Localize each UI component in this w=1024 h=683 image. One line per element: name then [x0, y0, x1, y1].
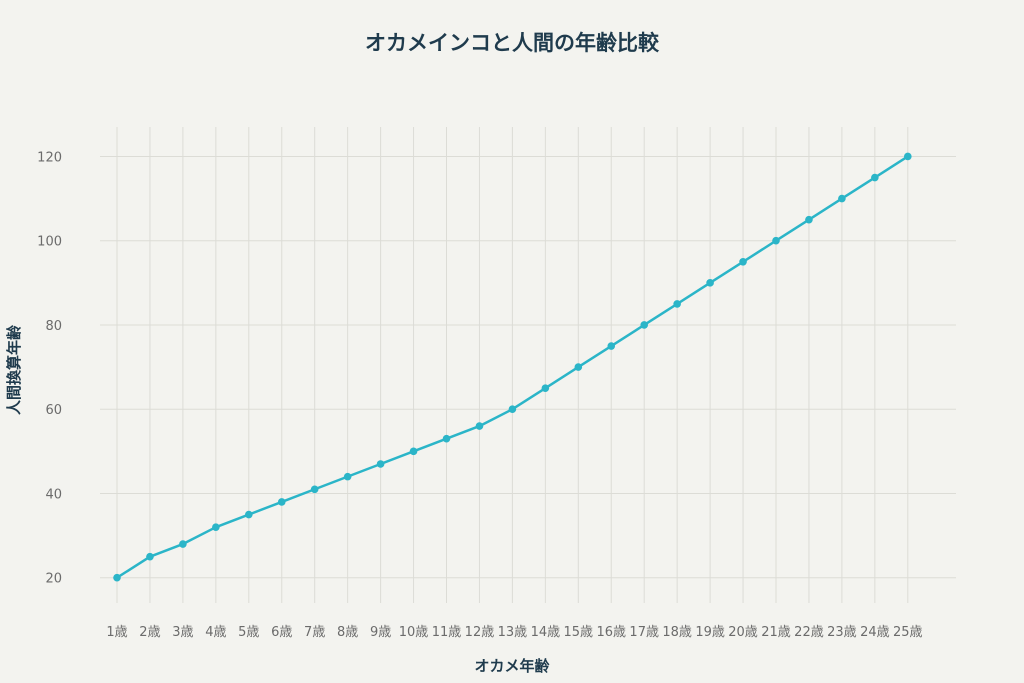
data-point[interactable] — [343, 472, 352, 481]
data-point[interactable] — [442, 434, 451, 443]
data-point[interactable] — [871, 173, 879, 182]
chart-title: オカメインコと人間の年齢比較 — [365, 31, 660, 55]
x-tick-label: 11歳 — [432, 625, 462, 640]
data-point[interactable] — [607, 342, 616, 350]
y-tick-label: 60 — [45, 403, 62, 418]
y-tick-label: 100 — [37, 235, 62, 250]
data-point[interactable] — [113, 573, 121, 582]
x-tick-label: 8歳 — [337, 625, 358, 640]
data-point[interactable] — [508, 405, 517, 414]
x-tick-label: 9歳 — [370, 625, 391, 640]
y-axis-ticks: 20 40 60 80 100 120 — [37, 150, 62, 586]
data-point[interactable] — [805, 215, 813, 224]
data-point[interactable] — [475, 422, 484, 430]
x-tick-label: 13歳 — [498, 625, 528, 640]
y-tick-label: 80 — [45, 319, 62, 334]
y-axis-title: 人間換算年齢 — [5, 324, 23, 415]
data-point[interactable] — [574, 363, 583, 371]
data-point[interactable] — [146, 552, 154, 561]
data-point[interactable] — [310, 485, 319, 494]
data-point[interactable] — [376, 460, 385, 468]
data-point[interactable] — [772, 236, 780, 245]
data-point[interactable] — [541, 384, 550, 392]
x-tick-label: 14歳 — [531, 625, 561, 640]
grid-lines — [100, 127, 956, 603]
x-tick-label: 21歳 — [761, 625, 791, 640]
x-tick-label: 15歳 — [564, 625, 594, 640]
data-point[interactable] — [179, 540, 187, 548]
series-layer — [113, 152, 912, 582]
data-point[interactable] — [245, 510, 253, 519]
y-tick-label: 40 — [45, 487, 62, 502]
x-tick-label: 18歳 — [662, 625, 692, 640]
x-tick-label: 2歳 — [139, 625, 160, 640]
x-tick-label: 4歳 — [205, 625, 226, 640]
data-point[interactable] — [640, 321, 648, 329]
data-point[interactable] — [409, 447, 418, 456]
x-tick-label: 19歳 — [695, 625, 725, 640]
data-point[interactable] — [904, 152, 912, 161]
x-tick-label: 6歳 — [271, 625, 292, 640]
x-axis-title: オカメ年齢 — [474, 657, 550, 675]
x-tick-label: 7歳 — [304, 625, 325, 640]
data-point[interactable] — [706, 279, 714, 287]
x-tick-label: 12歳 — [465, 625, 495, 640]
x-tick-label: 1歳 — [106, 625, 127, 640]
x-tick-label: 3歳 — [172, 625, 193, 640]
data-point[interactable] — [212, 523, 220, 531]
x-tick-label: 17歳 — [629, 625, 659, 640]
x-tick-label: 22歳 — [794, 625, 824, 640]
data-point[interactable] — [838, 194, 846, 203]
x-tick-label: 5歳 — [238, 625, 259, 640]
x-tick-label: 23歳 — [827, 625, 857, 640]
data-point[interactable] — [277, 498, 286, 506]
x-tick-label: 24歳 — [860, 625, 890, 640]
x-axis-ticks: 1歳 2歳 3歳 4歳 5歳 6歳 7歳 8歳 9歳 10歳 11歳 12歳 13歳 14歳 15歳 16歳 1… — [106, 625, 922, 640]
data-point[interactable] — [739, 257, 747, 266]
x-tick-label: 20歳 — [728, 625, 758, 640]
y-tick-label: 20 — [45, 572, 62, 587]
y-tick-label: 120 — [37, 150, 62, 165]
x-tick-label: 25歳 — [893, 625, 923, 640]
data-point[interactable] — [673, 300, 681, 308]
x-tick-label: 16歳 — [596, 625, 626, 640]
x-tick-label: 10歳 — [399, 625, 429, 640]
